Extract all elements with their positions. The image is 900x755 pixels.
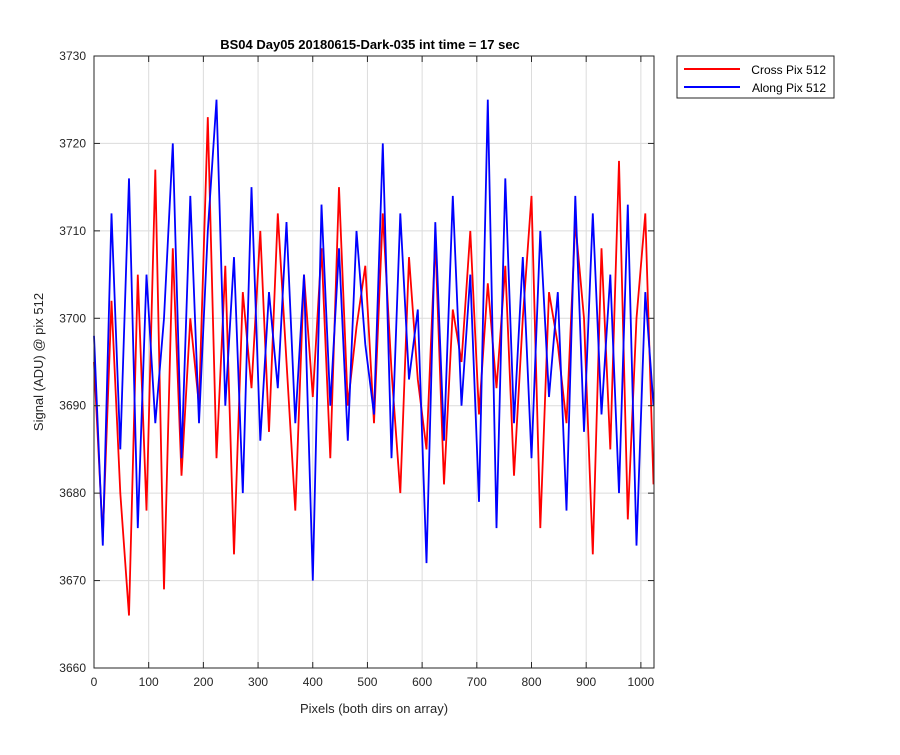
- x-tick-label: 700: [467, 675, 487, 689]
- x-tick-label: 1000: [628, 675, 655, 689]
- x-tick-label: 0: [91, 675, 98, 689]
- ticks: 0 100 200 300 400 500 600 700 800 900 1000 3660 3670…: [59, 49, 654, 689]
- plot-frame: [93, 55, 655, 669]
- y-tick-label: 3660: [59, 661, 86, 675]
- y-tick-label: 3690: [59, 399, 86, 413]
- legend-box: [676, 55, 835, 99]
- x-tick-label: 400: [303, 675, 323, 689]
- y-axis-label: Signal (ADU) @ pix 512: [31, 293, 46, 431]
- x-tick-label: 900: [576, 675, 596, 689]
- y-tick-label: 3710: [59, 224, 86, 238]
- legend-label-cross: Cross Pix 512: [751, 63, 826, 77]
- y-tick-label: 3680: [59, 486, 86, 500]
- series-layer: [93, 99, 655, 616]
- y-tick-label: 3720: [59, 136, 86, 150]
- x-tick-label: 800: [521, 675, 541, 689]
- x-tick-label: 600: [412, 675, 432, 689]
- x-axis-label: Pixels (both dirs on array): [300, 701, 448, 716]
- y-tick-label: 3670: [59, 574, 86, 588]
- x-tick-label: 500: [357, 675, 377, 689]
- x-tick-label: 200: [193, 675, 213, 689]
- y-tick-label: 3700: [59, 311, 86, 325]
- legend-label-along: Along Pix 512: [752, 81, 826, 95]
- series-line-along: [93, 99, 655, 581]
- x-tick-label: 100: [139, 675, 159, 689]
- x-tick-label: 300: [248, 675, 268, 689]
- chart-title: BS04 Day05 20180615-Dark-035 int time = …: [220, 37, 520, 52]
- legend: Cross Pix 512 Along Pix 512: [676, 55, 835, 99]
- y-tick-label: 3730: [59, 49, 86, 63]
